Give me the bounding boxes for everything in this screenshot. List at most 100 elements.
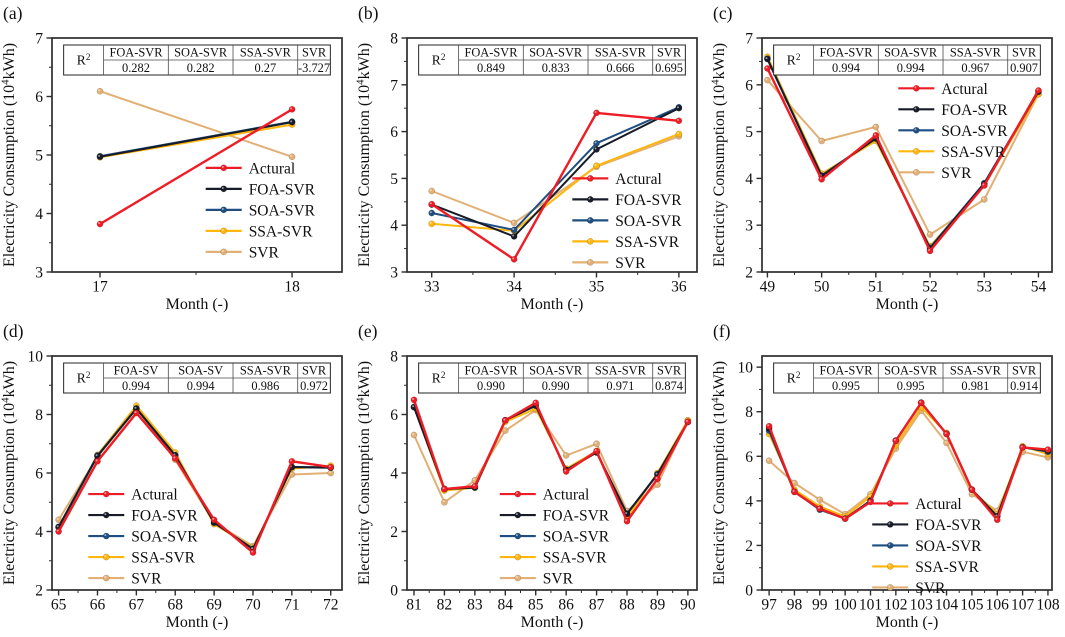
- marker-highlight: [512, 234, 515, 237]
- axes: 3 4 5 6 7 17 18: [35, 31, 343, 296]
- r2-table-value: 0.282: [122, 61, 150, 75]
- x-tick-label: 100: [834, 597, 858, 614]
- legend-label: Actural: [915, 496, 961, 513]
- subplot-a: (a) 3 4 5 6 7 17 18 Month (-) Electricity Consump…: [0, 0, 355, 318]
- data-point-marker: [943, 430, 950, 438]
- legend-marker: [102, 553, 110, 561]
- r2-row-label: R2: [77, 370, 91, 386]
- series-line: [766, 79, 1040, 236]
- x-tick-label: 90: [680, 597, 696, 614]
- x-tick-label: 88: [619, 597, 635, 614]
- r2-table: R2 FOA-SVR0.990SOA-SVR0.990SSA-SVR0.971SV…: [418, 362, 686, 394]
- series-line: [57, 411, 332, 554]
- r2-table-header: SSA-SVR: [240, 364, 292, 378]
- r2-table-header: SVR: [1012, 364, 1037, 378]
- legend-marker: [912, 105, 920, 113]
- x-axis-label: Month (-): [166, 614, 229, 631]
- legend-marker-highlight: [515, 513, 518, 516]
- marker-highlight: [594, 449, 597, 452]
- x-tick-label: 101: [859, 597, 882, 614]
- x-tick-label: 69: [206, 597, 222, 614]
- legend-marker: [886, 584, 894, 591]
- x-tick-label: 71: [284, 597, 300, 614]
- data-point-marker: [926, 231, 934, 238]
- marker-highlight: [655, 472, 658, 475]
- data-point-marker: [410, 396, 418, 404]
- legend-marker: [886, 563, 894, 570]
- legend-marker: [102, 511, 110, 519]
- y-tick-label: 6: [35, 89, 43, 106]
- x-axis-label: Month (-): [521, 296, 584, 313]
- y-tick-label: 5: [745, 124, 753, 141]
- series-SSA-SVR: [410, 403, 692, 522]
- y-tick-label: 3: [35, 265, 43, 282]
- r2-table-header: SOA-SVR: [884, 364, 938, 378]
- marker-highlight: [98, 89, 101, 92]
- legend-marker: [102, 490, 110, 498]
- series-Actural: [428, 109, 683, 263]
- y-tick-label: 4: [745, 171, 753, 188]
- series-line: [57, 407, 332, 548]
- y-tick-label: 7: [745, 31, 753, 48]
- y-tick-label: 8: [390, 349, 398, 366]
- marker-highlight: [429, 189, 432, 192]
- legend-marker: [586, 175, 594, 182]
- r2-table-value: 0.990: [542, 379, 570, 393]
- legend-marker-highlight: [515, 492, 518, 495]
- data-point-marker: [532, 399, 540, 407]
- chart-(e): (e) 0 2 4 6 8 81 82 83 84 85 86 87 88 89 90 Month (-) Ele…: [355, 321, 698, 631]
- data-point-marker: [1019, 444, 1026, 451]
- x-tick-label: 36: [671, 279, 687, 296]
- legend-marker-highlight: [221, 186, 224, 189]
- legend-marker-highlight: [104, 534, 107, 537]
- legend: Actural FOA-SVR SOA-SVR SSA-SVR SVR: [898, 81, 1008, 182]
- r2-table-header: FOA-SV: [114, 364, 159, 378]
- legend-marker: [514, 532, 522, 540]
- data-point-marker: [96, 153, 104, 161]
- marker-highlight: [765, 57, 768, 60]
- y-tick-label: 8: [745, 404, 753, 421]
- data-point-marker: [675, 130, 683, 138]
- series-group: [410, 396, 692, 525]
- r2-row-label: R2: [787, 52, 801, 68]
- data-point-marker: [288, 106, 296, 113]
- x-tick-label: 108: [1036, 597, 1060, 614]
- marker-highlight: [503, 418, 506, 421]
- marker-highlight: [472, 478, 475, 481]
- marker-highlight: [944, 441, 947, 444]
- y-tick-label: 10: [28, 349, 44, 366]
- data-point-marker: [1044, 446, 1052, 453]
- legend-marker: [220, 206, 228, 214]
- legend-label: SOA-SVR: [615, 213, 682, 230]
- data-point-marker: [818, 137, 825, 145]
- x-tick-label: 35: [589, 279, 605, 296]
- marker-highlight: [328, 471, 331, 474]
- legend-marker-highlight: [588, 176, 591, 179]
- marker-highlight: [442, 487, 445, 490]
- marker-highlight: [868, 494, 871, 497]
- data-point-marker: [841, 515, 849, 523]
- marker-highlight: [928, 232, 931, 235]
- axes: 2 3 4 5 6 7 49 50 51 52 53 54: [745, 31, 1053, 296]
- subplot-e: (e) 0 2 4 6 8 81 82 83 84 85 86 87 88 89 90 Month (-) Ele…: [355, 318, 710, 637]
- marker-highlight: [982, 183, 985, 186]
- y-tick-label: 0: [390, 583, 398, 600]
- legend-entry-SVR: SVR: [572, 255, 646, 272]
- x-tick-label: 34: [506, 279, 522, 296]
- series-Actural: [55, 409, 335, 556]
- subplot-c: (c) 2 3 4 5 6 7 49 50 51 52 53 54 Month (-) Electricit…: [710, 0, 1065, 318]
- y-tick-label: 4: [35, 524, 43, 541]
- legend-label: Actural: [941, 81, 987, 98]
- data-point-marker: [623, 517, 631, 525]
- marker-highlight: [944, 432, 947, 435]
- marker-highlight: [1046, 447, 1049, 450]
- r2-table-value: 0.833: [542, 61, 570, 75]
- legend: Actural FOA-SVR SOA-SVR SSA-SVR SVR: [499, 487, 610, 588]
- data-point-marker: [872, 123, 880, 131]
- data-point-marker: [288, 457, 296, 465]
